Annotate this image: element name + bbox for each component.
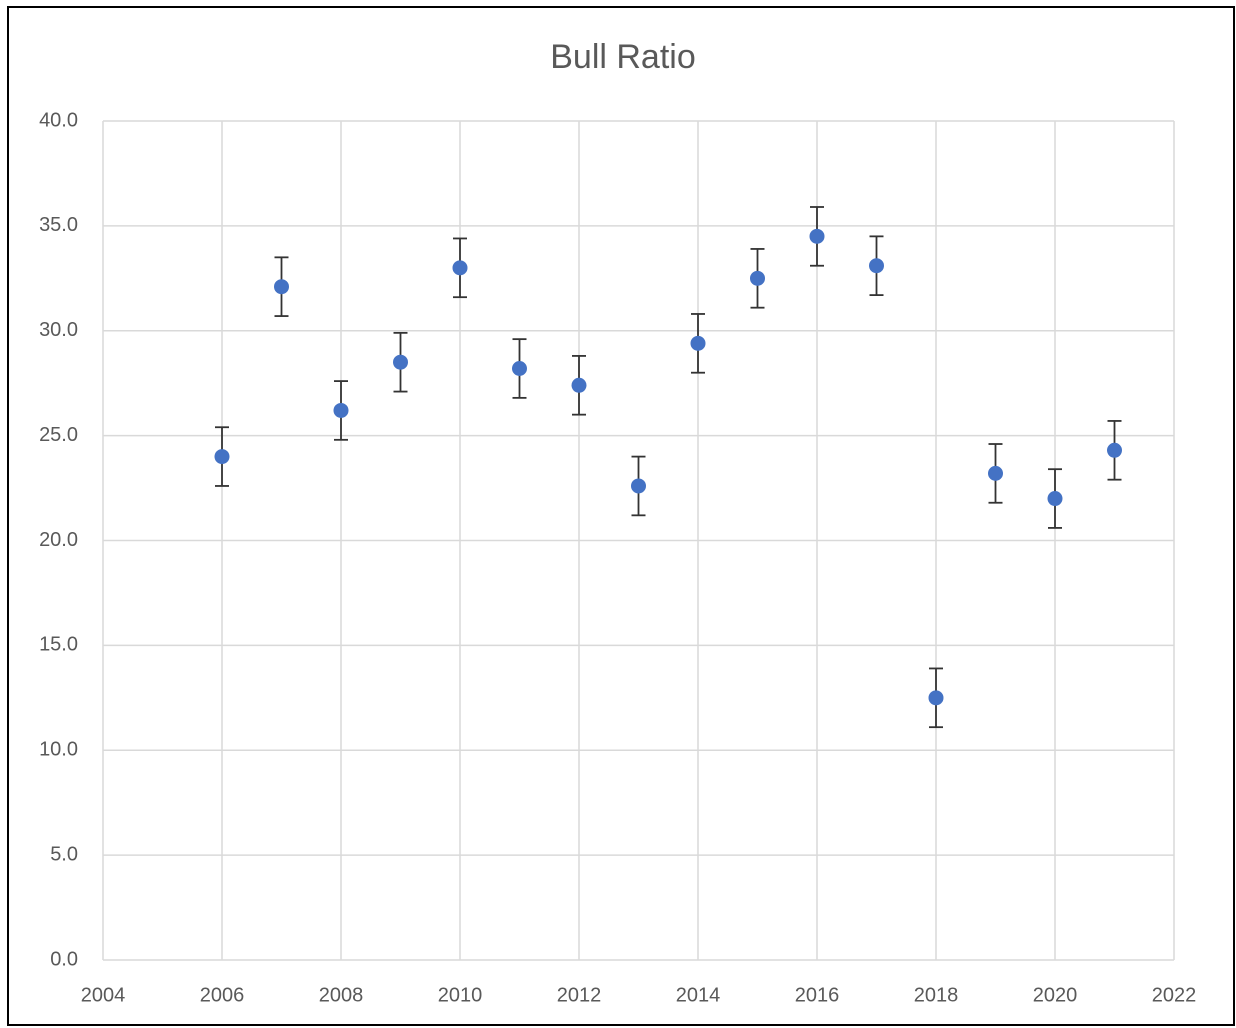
point <box>988 465 1003 481</box>
point <box>333 402 349 418</box>
x-tick-label: 2010 <box>438 984 483 1006</box>
point <box>452 260 468 276</box>
point <box>512 361 527 377</box>
x-tick-label: 2018 <box>914 984 959 1006</box>
point <box>750 270 765 286</box>
x-tick-label: 2022 <box>1152 984 1197 1006</box>
y-tick-label: 0.0 <box>50 948 78 970</box>
x-tick-label: 2016 <box>795 984 840 1006</box>
point <box>928 690 944 706</box>
x-tick-label: 2008 <box>319 984 364 1006</box>
y-tick-label: 25.0 <box>39 424 78 446</box>
point <box>869 258 884 274</box>
point <box>690 335 706 351</box>
chart-title: Bull Ratio <box>550 38 696 76</box>
point <box>214 449 230 465</box>
point <box>393 354 408 370</box>
point <box>1047 491 1063 507</box>
x-tick-label: 2020 <box>1033 984 1078 1006</box>
y-tick-label: 10.0 <box>39 739 78 761</box>
y-tick-label: 40.0 <box>39 109 78 131</box>
x-tick-label: 2012 <box>557 984 602 1006</box>
y-tick-label: 20.0 <box>39 529 78 551</box>
point <box>571 377 587 393</box>
x-tick-label: 2006 <box>200 984 245 1006</box>
y-tick-label: 30.0 <box>39 319 78 341</box>
x-tick-label: 2014 <box>676 984 721 1006</box>
y-tick-label: 5.0 <box>50 843 78 865</box>
x-tick-label: 2004 <box>81 984 126 1006</box>
point <box>809 228 825 244</box>
y-tick-label: 35.0 <box>39 214 78 236</box>
point <box>631 478 646 494</box>
point <box>274 279 289 295</box>
chart-frame <box>7 6 1235 1026</box>
point <box>1107 442 1122 458</box>
y-tick-label: 15.0 <box>39 634 78 656</box>
